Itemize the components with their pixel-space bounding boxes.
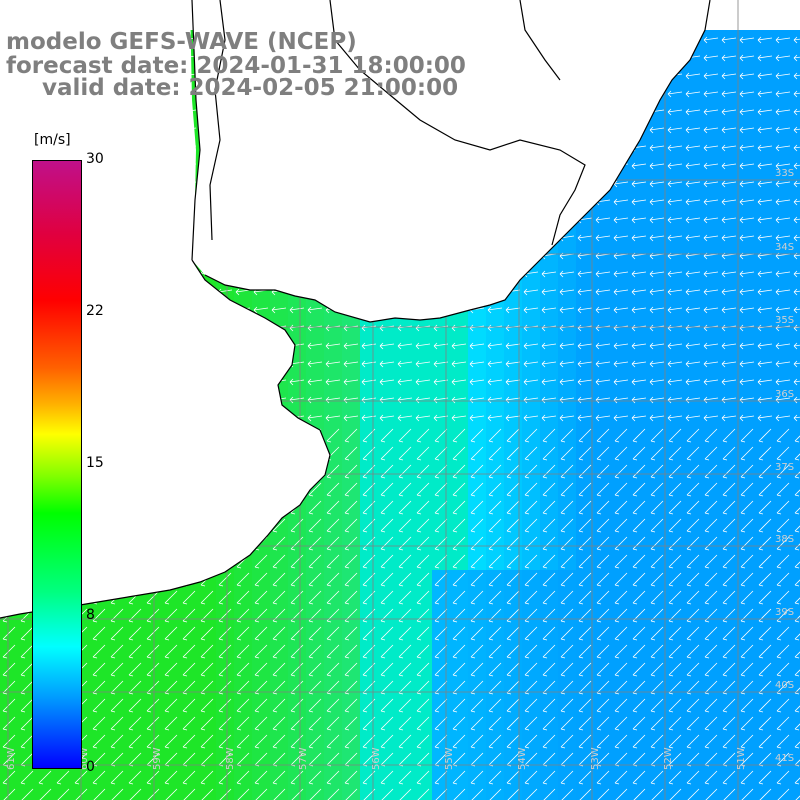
lon-label: 57W: [298, 747, 309, 770]
colorbar-unit: [m/s]: [34, 132, 71, 148]
lat-label: 34S: [775, 242, 794, 253]
coastline: [0, 0, 711, 619]
model-title: modelo GEFS-WAVE (NCEP): [6, 29, 357, 55]
colorbar-tick-0: 0: [86, 759, 95, 775]
lon-label: 53W: [590, 747, 601, 770]
lat-label: 35S: [775, 315, 794, 326]
lon-label: 51W: [736, 747, 747, 770]
colorbar-tick-30: 30: [86, 151, 104, 167]
lon-label: 61W: [6, 747, 17, 770]
lon-label: 52W: [663, 747, 674, 770]
latitude-labels: 33S 34S 35S 36S 37S 38S 39S 40S 41S: [775, 168, 794, 764]
lat-label: 38S: [775, 534, 794, 545]
lon-label: 55W: [444, 747, 455, 770]
lon-label: 54W: [517, 747, 528, 770]
forecast-date: forecast date: 2024-01-31 18:00:00: [6, 53, 466, 79]
lon-label: 59W: [152, 747, 163, 770]
land-uruguay: [190, 0, 710, 322]
lat-label: 36S: [775, 389, 794, 400]
lat-label: 39S: [775, 607, 794, 618]
lat-label: 41S: [775, 753, 794, 764]
lat-label: 37S: [775, 462, 794, 473]
colorbar-tick-8: 8: [86, 607, 95, 623]
lon-label: 60W: [79, 747, 90, 770]
lat-label: 40S: [775, 680, 794, 691]
longitude-labels: 61W 60W 59W 58W 57W 56W 55W 54W 53W 52W 51W: [6, 747, 747, 770]
lon-label: 56W: [371, 747, 382, 770]
colorbar-tick-15: 15: [86, 455, 104, 471]
colorbar: [32, 160, 82, 769]
lon-label: 58W: [225, 747, 236, 770]
valid-date: valid date: 2024-02-05 21:00:00: [42, 75, 459, 101]
lat-label: 33S: [775, 168, 794, 179]
land-argentina: [0, 0, 330, 618]
colorbar-tick-22: 22: [86, 303, 104, 319]
